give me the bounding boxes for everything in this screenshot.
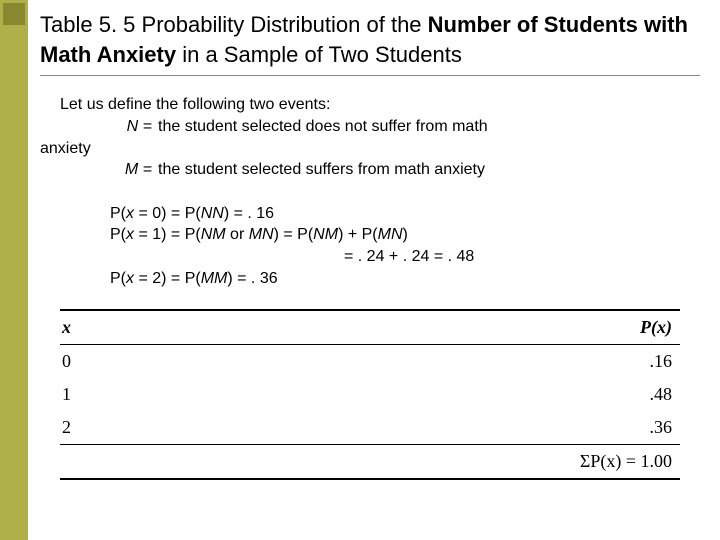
prob-line-1: P(x = 0) = P(NN) = . 16 [110, 203, 700, 225]
def-m-row: M = the student selected suffers from ma… [60, 159, 700, 181]
defs-intro: Let us define the following two events: [60, 94, 700, 116]
probability-equations: P(x = 0) = P(NN) = . 16 P(x = 1) = P(NM … [110, 203, 700, 289]
p2e: MN [249, 226, 274, 243]
p2j: ) [403, 226, 408, 243]
prob-line-4: P(x = 2) = P(MM) = . 36 [110, 268, 700, 290]
p2i: MN [378, 226, 403, 243]
table-cell-px: .16 [552, 351, 672, 372]
def-n-wrap: anxiety [40, 138, 700, 160]
p1b: = 0) = P( [134, 205, 201, 222]
p1d: ) = . 16 [224, 205, 274, 222]
table-row: 0 .16 [60, 345, 680, 378]
p2x: x [126, 226, 134, 243]
table-cell-x: 1 [62, 384, 71, 405]
prob-line-2: P(x = 1) = P(NM or MN) = P(NM) + P(MN) [110, 224, 700, 246]
p4b: = 2) = P( [134, 270, 201, 287]
table-cell-x: 2 [62, 417, 71, 438]
def-m-label: M = [60, 159, 158, 181]
p2h: ) + P( [338, 226, 378, 243]
table-row: 1 .48 [60, 378, 680, 411]
table-sum: ΣP(x) = 1.00 [580, 451, 672, 472]
slide-content: Table 5. 5 Probability Distribution of t… [40, 10, 700, 480]
title-pre: Table 5. 5 Probability Distribution of t… [40, 12, 428, 37]
def-n-row: N = the student selected does not suffer… [60, 116, 700, 138]
prob-line-3: = . 24 + . 24 = . 48 [110, 246, 700, 268]
decorative-square-icon [3, 3, 25, 25]
table-rule-bottom [60, 478, 680, 480]
p1c: NN [201, 205, 224, 222]
p2b: = 1) = P( [134, 226, 201, 243]
table-row: 2 .36 [60, 411, 680, 444]
probability-table: x P(x) 0 .16 1 .48 2 .36 ΣP(x) = 1.00 [60, 309, 680, 480]
p1x: x [126, 205, 134, 222]
p2g: NM [313, 226, 338, 243]
title-post: in a Sample of Two Students [176, 42, 462, 67]
p2a: P( [110, 226, 126, 243]
def-m-text: the student selected suffers from math a… [158, 159, 700, 181]
p2c: NM [201, 226, 226, 243]
table-cell-px: .36 [552, 417, 672, 438]
event-definitions: Let us define the following two events: … [60, 94, 700, 180]
table-sum-row: ΣP(x) = 1.00 [60, 445, 680, 478]
table-head-x: x [62, 317, 71, 338]
p1a: P( [110, 205, 126, 222]
table-head-px: P(x) [552, 317, 672, 338]
p4c: MM [201, 270, 228, 287]
p2d: or [226, 226, 249, 243]
p2f: ) = P( [274, 226, 314, 243]
table-header-row: x P(x) [60, 311, 680, 344]
table-cell-x: 0 [62, 351, 71, 372]
page-title: Table 5. 5 Probability Distribution of t… [40, 10, 700, 76]
def-n-label: N = [60, 116, 158, 138]
table-cell-px: .48 [552, 384, 672, 405]
def-n-text: the student selected does not suffer fro… [158, 116, 700, 138]
decorative-sidebar [0, 0, 28, 540]
p4x: x [126, 270, 134, 287]
p4d: ) = . 36 [227, 270, 277, 287]
p4a: P( [110, 270, 126, 287]
